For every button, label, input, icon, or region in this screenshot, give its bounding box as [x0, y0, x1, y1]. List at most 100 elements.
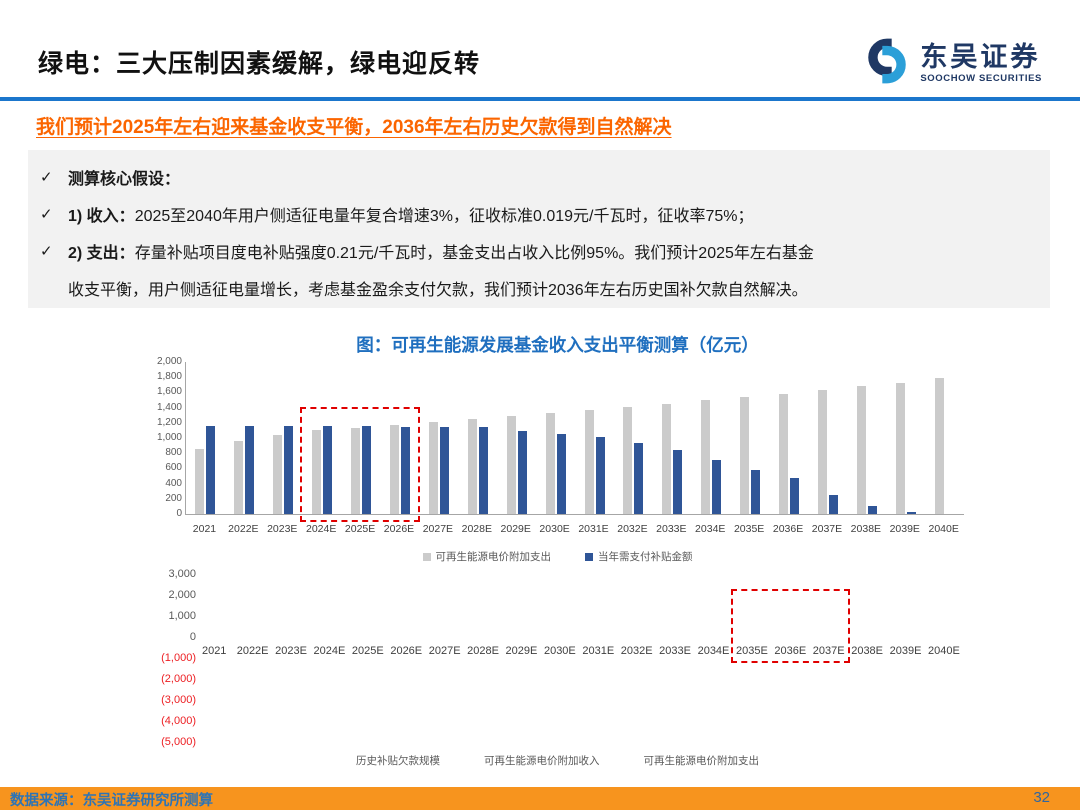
x-tick-label: 2024E — [305, 523, 337, 535]
bar-group-2027E — [419, 362, 458, 514]
bar — [623, 406, 633, 514]
bar — [556, 433, 566, 514]
bar — [751, 470, 761, 514]
logo-name-en: SOOCHOW SECURITIES — [920, 72, 1042, 84]
y-tick-label: 2,000 — [156, 356, 182, 367]
y-tick-label: 1,000 — [156, 432, 182, 443]
assumption-1-text: 2025至2040年用户侧适征电量年复合增速3%，征收标准0.019元/千瓦时，… — [134, 207, 754, 225]
assumption-item-2: ✓ 2) 支出：存量补贴项目度电补贴强度0.21元/千瓦时，基金支出占收入比例9… — [40, 232, 1034, 269]
x-tick-label: 2030E — [543, 645, 576, 657]
bar — [740, 396, 750, 514]
check-icon: ✓ — [40, 242, 53, 260]
bar-group-2026E — [381, 362, 420, 514]
legend-label: 历史补贴欠款规模 — [356, 755, 440, 767]
bar-group-2036E — [770, 362, 809, 514]
legend-label: 可再生能源电价附加支出 — [435, 551, 552, 563]
bar — [195, 448, 205, 514]
x-tick-label: 2032E — [620, 645, 653, 657]
top-chart-plot-area — [185, 362, 964, 515]
bar — [790, 477, 800, 514]
bar — [439, 426, 449, 514]
highlight-box-2035-2037 — [730, 589, 850, 663]
data-source-note: 数据来源：东吴证券研究所测算 — [10, 793, 213, 809]
bar — [673, 450, 683, 514]
x-tick-label: 2025E — [344, 523, 376, 535]
bar-group-2024E — [303, 362, 342, 514]
bar — [284, 426, 294, 514]
legend-item: 当年需支付补贴金额 — [585, 549, 693, 564]
legend-swatch — [422, 552, 431, 561]
bar-group-2040E — [925, 362, 964, 514]
bar — [856, 385, 866, 514]
y-tick-label: 1,000 — [168, 610, 196, 622]
bar — [584, 409, 594, 514]
bar — [906, 512, 916, 514]
x-tick-label: 2036E — [772, 523, 804, 535]
soochow-logo-icon — [862, 36, 912, 91]
check-icon: ✓ — [40, 205, 53, 223]
assumption-item-1: ✓ 1) 收入：2025至2040年用户侧适征电量年复合增速3%，征收标准0.0… — [40, 195, 1034, 232]
assumption-item-2-cont: 收支平衡，用户侧适征电量增长，考虑基金盈余支付欠款，我们预计2036年左右历史国… — [40, 269, 1034, 306]
logo-name-cn: 东吴证券 — [920, 41, 1041, 72]
legend-item: 历史补贴欠款规模 — [356, 753, 440, 768]
bar — [234, 440, 244, 514]
x-tick-label: 2040E — [928, 645, 960, 657]
legend-item: 可再生能源电价附加支出 — [422, 549, 552, 564]
x-tick-label: 2021 — [201, 645, 227, 657]
bar-group-2038E — [847, 362, 886, 514]
y-tick-label: (3,000) — [161, 694, 196, 706]
x-tick-label: 2032E — [617, 523, 648, 535]
highlight-box-2024-2026 — [299, 407, 421, 522]
y-tick-label: 800 — [165, 447, 182, 459]
page-title: 绿电：三大压制因素缓解，绿电迎反转 — [38, 50, 481, 78]
bar — [478, 426, 488, 514]
bar — [323, 426, 333, 514]
bar — [428, 422, 438, 514]
x-tick-label: 2026E — [383, 523, 415, 535]
bar — [506, 415, 516, 514]
bar — [467, 418, 477, 514]
bar — [895, 382, 905, 514]
assumption-2-text: 存量补贴项目度电补贴强度0.21元/千瓦时，基金支出占收入比例95%。我们预计2… — [134, 244, 814, 262]
x-tick-label: 2039E — [889, 645, 922, 657]
bottom-chart-x-axis: 2021 2022E 2023E 2024E 2025E 2026E 2027E 2028E 2… — [195, 645, 963, 657]
x-tick-label: 2034E — [697, 645, 730, 657]
bar-group-2033E — [653, 362, 692, 514]
bar — [400, 426, 410, 514]
x-tick-label: 2034E — [695, 523, 726, 535]
bar-group-2039E — [886, 362, 925, 514]
x-tick-label: 2037E — [812, 645, 845, 657]
y-tick-label: 1,600 — [156, 386, 182, 398]
bar — [712, 459, 722, 514]
bar — [389, 425, 399, 514]
y-tick-label: 0 — [176, 508, 182, 519]
assumptions-box: ✓ 测算核心假设： ✓ 1) 收入：2025至2040年用户侧适征电量年复合增速… — [28, 150, 1050, 308]
x-tick-label: 2027E — [428, 645, 461, 657]
bar-group-2035E — [731, 362, 770, 514]
bar — [312, 430, 322, 514]
bar — [362, 426, 372, 514]
y-tick-label: 200 — [165, 492, 182, 504]
assumption-2-continued: 收支平衡，用户侧适征电量增长，考虑基金盈余支付欠款，我们预计2036年左右历史国… — [68, 281, 808, 299]
y-tick-label: (2,000) — [161, 673, 196, 685]
bar — [517, 430, 527, 514]
x-tick-label: 2036E — [774, 645, 807, 657]
bar-group-2021 — [186, 362, 225, 514]
bar — [245, 426, 255, 514]
x-tick-label: 2031E — [582, 645, 615, 657]
x-tick-label: 2039E — [889, 523, 920, 535]
x-tick-label: 2040E — [928, 523, 959, 535]
x-tick-label: 2021 — [192, 523, 217, 535]
x-tick-label: 2030E — [539, 523, 570, 535]
x-tick-label: 2025E — [351, 645, 384, 657]
y-tick-label: 1,400 — [156, 401, 182, 413]
bar — [351, 427, 361, 514]
assumptions-heading: 测算核心假设： — [68, 170, 181, 188]
x-tick-label: 2022E — [236, 645, 269, 657]
chart-fund-balance-bottom: 2021 2022E 2023E 2024E 2025E 2026E 2027E 2028E 2… — [150, 565, 965, 780]
bar-group-2034E — [692, 362, 731, 514]
x-tick-label: 2033E — [659, 645, 691, 657]
bar — [595, 436, 605, 514]
y-tick-label: 1,200 — [156, 416, 182, 428]
legend-swatch — [585, 552, 593, 561]
